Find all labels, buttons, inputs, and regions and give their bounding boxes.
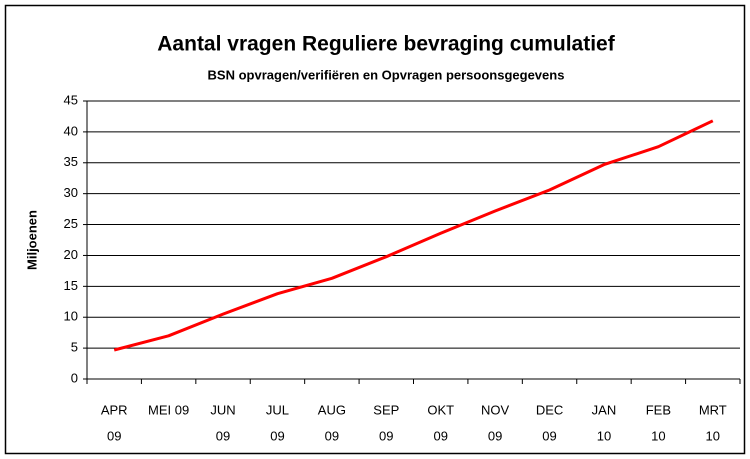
x-tick-label: SEP [373,402,399,417]
x-tick-label: 09 [325,428,339,443]
y-tick-label: 30 [64,185,78,200]
x-tick-label: 10 [651,428,665,443]
x-tick-label: 09 [379,428,393,443]
x-tick-label: 09 [488,428,502,443]
x-tick-label: 09 [107,428,121,443]
x-tick-label: 09 [270,428,284,443]
y-tick-label: 40 [64,123,78,138]
chart-title: Aantal vragen Reguliere bevraging cumula… [157,33,615,56]
y-tick-label: 0 [71,370,78,385]
y-tick-label: 10 [64,309,78,324]
y-tick-label: 20 [64,247,78,262]
y-tick-label: 45 [64,92,78,107]
x-tick-label: JUN [210,402,235,417]
x-tick-label: DEC [536,402,563,417]
x-tick-label: MRT [699,402,727,417]
x-tick-label: APR [101,402,128,417]
x-tick-label: 09 [216,428,230,443]
y-tick-label: 25 [64,216,78,231]
x-tick-label: 10 [706,428,720,443]
x-tick-label: AUG [318,402,346,417]
x-tick-label: JUL [266,402,289,417]
data-line [113,119,714,352]
x-tick-label: 10 [597,428,611,443]
x-tick-label: 09 [542,428,556,443]
x-tick-label: OKT [427,402,454,417]
chart-subtitle: BSN opvragen/verifiëren en Opvragen pers… [208,67,565,82]
y-axis-label: Miljoenen [24,210,39,270]
y-tick-label: 15 [64,278,78,293]
x-tick-label: 09 [433,428,447,443]
x-tick-label: JAN [592,402,617,417]
x-tick-label: MEI 09 [148,402,189,417]
y-tick-label: 35 [64,154,78,169]
y-tick-label: 5 [71,340,78,355]
x-tick-label: FEB [646,402,671,417]
x-tick-label: NOV [481,402,510,417]
